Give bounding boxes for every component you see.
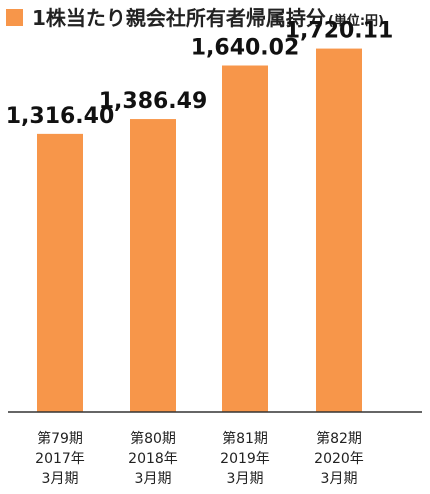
category-label: 2018年: [128, 451, 178, 467]
value-label: 1,316.40: [6, 104, 115, 129]
category-label: 3月期: [227, 471, 264, 487]
unit-label: (単位:円): [328, 13, 384, 29]
value-label: 1,640.02: [191, 35, 300, 60]
category-label: 第80期: [130, 430, 176, 447]
category-label: 2020年: [314, 451, 364, 467]
value-label: 1,720.11: [285, 19, 394, 44]
category-label: 3月期: [135, 471, 172, 487]
bar: [316, 48, 362, 413]
chart-title: 1株当たり親会社所有者帰属持分 (単位:円): [32, 6, 384, 30]
category-label: 2017年: [35, 451, 85, 467]
bar: [130, 119, 176, 413]
bar: [37, 133, 83, 413]
category-label: 第82期: [316, 430, 362, 447]
value-labels-group: 1,316.401,386.49 1,640.021,720.11: [6, 19, 394, 129]
value-label: 1,386.49: [99, 89, 208, 114]
category-label: 第79期: [37, 430, 83, 447]
chart-title-text: 1株当たり親会社所有者帰属持分: [32, 6, 326, 30]
category-label: 2019年: [220, 451, 270, 467]
legend-marker: [6, 9, 23, 26]
category-label: 第81期: [222, 430, 268, 447]
bars-group: [37, 48, 362, 413]
category-label: 3月期: [321, 471, 358, 487]
category-label: 3月期: [42, 471, 79, 487]
category-labels-group: 第79期 2017年 3月期 第80期 2018年 3月期 第81期 2019年 3月期 第82期…: [35, 430, 364, 487]
bar: [222, 65, 268, 412]
